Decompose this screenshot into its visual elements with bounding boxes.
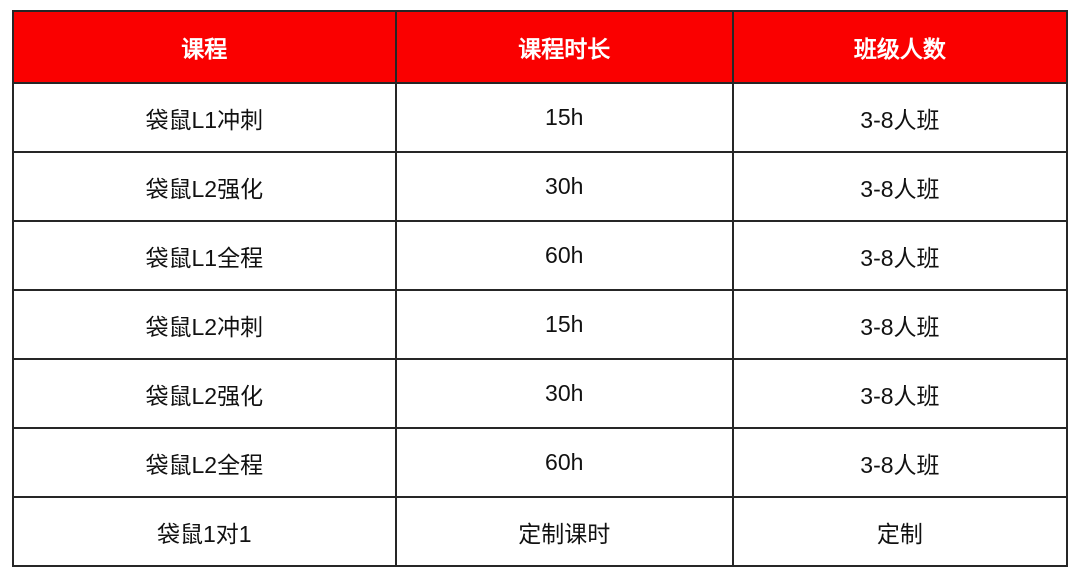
course-cell: 袋鼠L1冲刺 [12, 82, 397, 153]
duration-cell: 60h [394, 427, 734, 498]
header-class-size: 班级人数 [731, 10, 1069, 84]
duration-cell: 定制课时 [394, 496, 734, 567]
course-pricing-table: 课程 课程时长 班级人数 袋鼠L1冲刺 15h 3-8人班 袋鼠L2强化 30h 3-8人… [12, 10, 1069, 567]
duration-cell: 15h [394, 289, 734, 360]
table-header-row: 课程 课程时长 班级人数 [12, 10, 1069, 84]
class-size-cell: 3-8人班 [731, 427, 1069, 498]
course-cell: 袋鼠1对1 [12, 496, 397, 567]
table-row: 袋鼠L2强化 30h 3-8人班 [12, 358, 1069, 429]
course-cell: 袋鼠L2全程 [12, 427, 397, 498]
class-size-cell: 定制 [731, 496, 1069, 567]
course-cell: 袋鼠L2强化 [12, 151, 397, 222]
class-size-cell: 3-8人班 [731, 151, 1069, 222]
course-cell: 袋鼠L1全程 [12, 220, 397, 291]
table-row: 袋鼠L1全程 60h 3-8人班 [12, 220, 1069, 291]
table-row: 袋鼠L2强化 30h 3-8人班 [12, 151, 1069, 222]
table-row: 袋鼠L1冲刺 15h 3-8人班 [12, 82, 1069, 153]
table-row: 袋鼠L2全程 60h 3-8人班 [12, 427, 1069, 498]
duration-cell: 15h [394, 82, 734, 153]
duration-cell: 60h [394, 220, 734, 291]
class-size-cell: 3-8人班 [731, 358, 1069, 429]
duration-cell: 30h [394, 358, 734, 429]
header-duration: 课程时长 [394, 10, 734, 84]
header-course: 课程 [12, 10, 397, 84]
table-row: 袋鼠L2冲刺 15h 3-8人班 [12, 289, 1069, 360]
duration-cell: 30h [394, 151, 734, 222]
class-size-cell: 3-8人班 [731, 289, 1069, 360]
table-body: 袋鼠L1冲刺 15h 3-8人班 袋鼠L2强化 30h 3-8人班 袋鼠L1全程 60h 3-8… [12, 82, 1069, 567]
table-row: 袋鼠1对1 定制课时 定制 [12, 496, 1069, 567]
course-cell: 袋鼠L2强化 [12, 358, 397, 429]
class-size-cell: 3-8人班 [731, 82, 1069, 153]
course-cell: 袋鼠L2冲刺 [12, 289, 397, 360]
class-size-cell: 3-8人班 [731, 220, 1069, 291]
